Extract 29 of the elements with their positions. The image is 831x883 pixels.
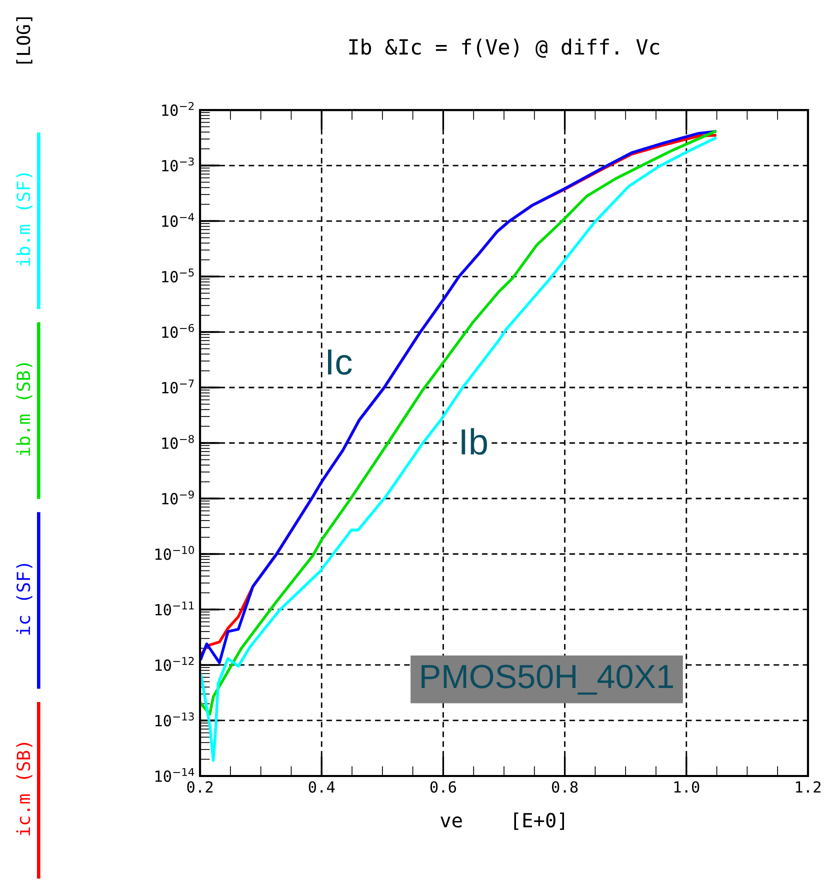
x-tick-label: 0.2 — [187, 781, 213, 793]
y-tick-label: 10$^{−3}$ — [162, 157, 194, 172]
x-tick-label: 0.8 — [552, 781, 578, 793]
annotation: Ib — [462, 428, 488, 455]
y-tick-label: 10$^{−6}$ — [162, 324, 194, 338]
y-tick-label: 10$^{−9}$ — [162, 490, 194, 504]
y-tick-label: 10$^{−12}$ — [155, 656, 194, 671]
y-tick-label: 10$^{−13}$ — [155, 712, 194, 726]
x-axis-title: ve [E+0] — [440, 812, 564, 830]
annotation: Ic — [328, 350, 352, 375]
x-tick-label: 0.4 — [308, 781, 335, 793]
y-tick-label: 10$^{−7}$ — [162, 380, 194, 394]
text: ib.m (SB) — [16, 363, 32, 456]
x-tick-label: 0.6 — [430, 781, 456, 793]
y-tick-label: 10$^{−2}$ — [162, 102, 194, 116]
annotation: PMOS50H_40X1 — [422, 664, 673, 695]
y-tick-label: 10$^{−14}$ — [155, 768, 194, 782]
x-tick-label: 1.2 — [796, 781, 820, 793]
text: ic (SF) — [16, 564, 32, 635]
text: [LOG] — [16, 17, 32, 64]
chart-title: Ib &Ic = f(Ve) @ diff. Vc — [349, 38, 660, 58]
y-tick-label: 10$^{−10}$ — [155, 546, 194, 560]
text: ic.m (SB) — [16, 742, 32, 836]
y-tick-label: 10$^{−11}$ — [155, 602, 194, 616]
y-tick-label: 10$^{−4}$ — [162, 213, 194, 227]
text: ib.m (SF) — [16, 173, 32, 266]
y-tick-label: 10$^{−5}$ — [162, 268, 194, 282]
x-tick-label: 1.0 — [674, 781, 700, 793]
y-tick-label: 10$^{−8}$ — [162, 434, 194, 449]
